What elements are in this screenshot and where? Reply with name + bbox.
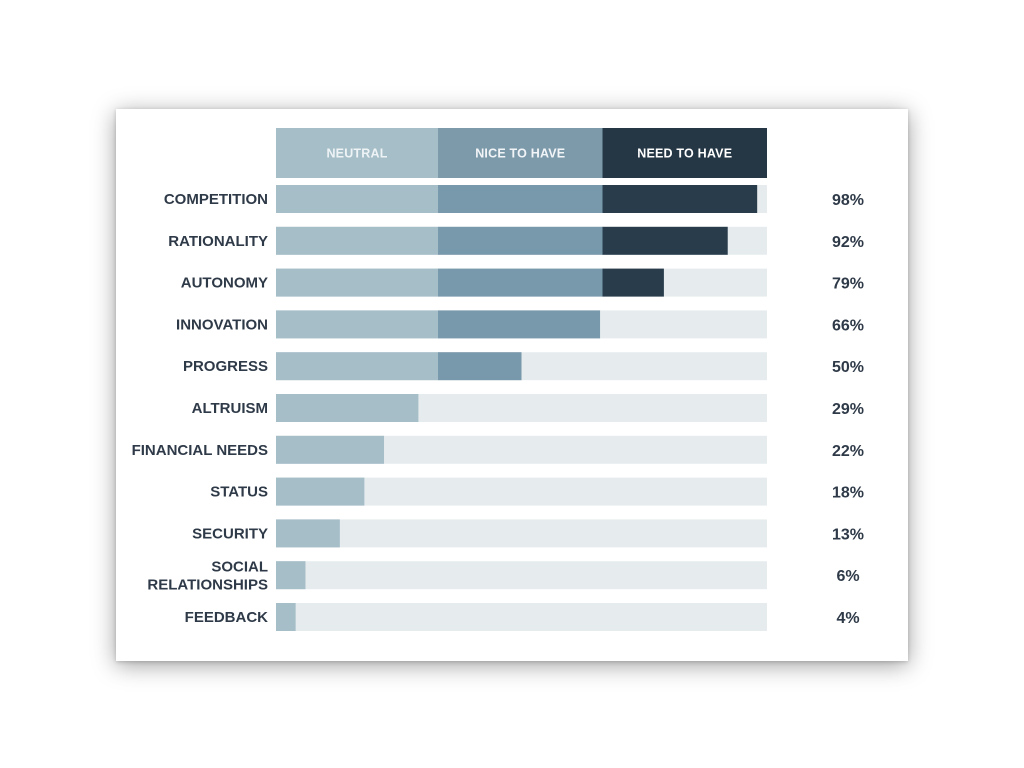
- bar-segment-need-to-have: [602, 185, 758, 213]
- percent-label: 98%: [832, 192, 864, 209]
- percent-label: 13%: [832, 526, 864, 543]
- percent-label: 4%: [836, 610, 859, 627]
- percent-label: 22%: [832, 443, 864, 460]
- bar-row: FINANCIAL NEEDS 22%: [132, 435, 864, 464]
- header-segment-need-to-have: [602, 128, 767, 178]
- bar-row: SECURITY 13%: [192, 519, 864, 548]
- percent-label: 29%: [832, 401, 864, 418]
- category-label: COMPETITION: [164, 191, 268, 208]
- category-label: ALTRUISM: [192, 400, 268, 417]
- bar-segment-nice-to-have: [438, 352, 522, 381]
- bar-segment-neutral: [276, 561, 306, 590]
- category-label: SOCIAL: [211, 559, 268, 576]
- category-label: SECURITY: [192, 525, 268, 542]
- bar-track: [276, 519, 767, 548]
- chart-card: NEUTRAL NICE TO HAVE NEED TO HAVE COMPETIT…: [116, 109, 908, 661]
- category-label: RATIONALITY: [168, 233, 268, 250]
- bar-track: [276, 603, 767, 631]
- bar-segment-neutral: [276, 352, 439, 381]
- bar-row: STATUS 18%: [210, 477, 864, 506]
- header-segment-nice-to-have: [438, 128, 604, 178]
- percent-label: 6%: [836, 568, 859, 585]
- percent-label: 50%: [832, 359, 864, 376]
- category-label: FEEDBACK: [185, 609, 269, 626]
- bar-segment-neutral: [276, 435, 385, 464]
- bar-segment-neutral: [276, 519, 340, 548]
- percent-label: 92%: [832, 234, 864, 251]
- bar-segment-need-to-have: [602, 226, 728, 255]
- bar-row: RATIONALITY 92%: [168, 226, 864, 255]
- bar-row: ALTRUISM 29%: [192, 394, 864, 422]
- bar-segment-nice-to-have: [438, 310, 601, 339]
- bar-segment-neutral: [276, 268, 439, 297]
- bar-row: COMPETITION 98%: [164, 185, 864, 213]
- legend-label-need-to-have: NEED TO HAVE: [637, 147, 732, 161]
- category-label: RELATIONSHIPS: [147, 577, 268, 594]
- legend-label-nice-to-have: NICE TO HAVE: [475, 147, 565, 161]
- percent-label: 18%: [832, 485, 864, 502]
- bar-row: FEEDBACK 4%: [185, 603, 860, 631]
- bar-segment-nice-to-have: [438, 226, 604, 255]
- bar-segment-neutral: [276, 394, 419, 422]
- bar-segment-nice-to-have: [438, 185, 604, 213]
- header-segment-neutral: [276, 128, 439, 178]
- bar-segment-neutral: [276, 310, 439, 339]
- category-label: INNOVATION: [176, 316, 268, 333]
- bar-segment-neutral: [276, 226, 439, 255]
- bar-segment-need-to-have: [602, 268, 664, 297]
- category-label: AUTONOMY: [181, 275, 268, 292]
- legend-label-neutral: NEUTRAL: [326, 147, 387, 161]
- bar-segment-neutral: [276, 185, 439, 213]
- stacked-bar-chart: NEUTRAL NICE TO HAVE NEED TO HAVE COMPETIT…: [132, 128, 864, 631]
- segment-header: NEUTRAL NICE TO HAVE NEED TO HAVE: [276, 128, 767, 178]
- category-label: STATUS: [210, 484, 268, 501]
- bar-segment-neutral: [276, 477, 365, 506]
- bar-track: [276, 561, 767, 590]
- bar-row: INNOVATION 66%: [176, 310, 864, 339]
- percent-label: 66%: [832, 317, 864, 334]
- percent-label: 79%: [832, 276, 864, 293]
- category-label: FINANCIAL NEEDS: [132, 442, 268, 459]
- category-label: PROGRESS: [183, 358, 268, 375]
- chart-rows: COMPETITION 98% RATIONALITY 92% AUTONOMY 79% I…: [132, 185, 864, 631]
- bar-row: AUTONOMY 79%: [181, 268, 864, 297]
- bar-row: PROGRESS 50%: [183, 352, 864, 381]
- bar-segment-neutral: [276, 603, 296, 631]
- bar-segment-nice-to-have: [438, 268, 604, 297]
